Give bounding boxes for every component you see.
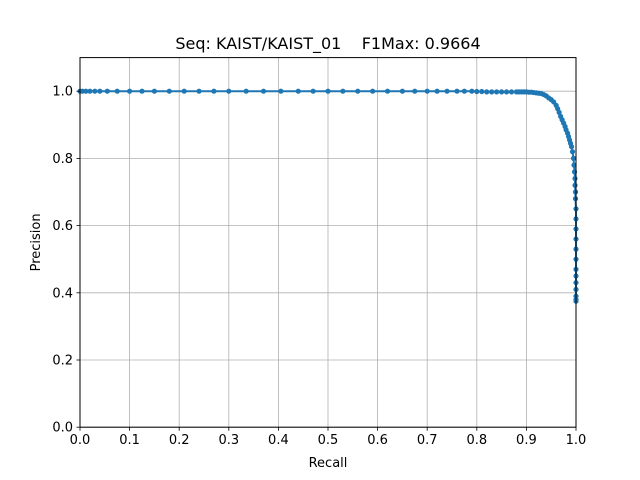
x-tick-label: 0.3 [218, 433, 239, 448]
series-layer [77, 88, 579, 304]
data-point [211, 88, 217, 94]
x-tick-label: 0.1 [119, 433, 140, 448]
x-tick-label: 0.9 [516, 433, 537, 448]
y-tick-label: 0.2 [52, 354, 73, 369]
data-point [474, 88, 480, 95]
data-point [151, 88, 157, 94]
data-point [127, 88, 133, 94]
data-point [295, 88, 301, 94]
data-point [454, 88, 460, 94]
x-tick-label: 0.4 [268, 433, 289, 448]
data-point [444, 88, 450, 94]
data-point [260, 88, 267, 94]
data-point [424, 88, 430, 94]
data-point [570, 155, 577, 161]
data-point [325, 88, 331, 94]
data-point [278, 88, 284, 94]
data-point [181, 88, 187, 94]
y-tick-label: 0.4 [52, 286, 73, 301]
data-point [370, 88, 376, 94]
data-point [83, 88, 89, 94]
y-ticks: 0.0 0.2 0.4 0.6 0.8 1.0 [52, 85, 80, 436]
x-tick-label: 0.8 [466, 433, 487, 448]
data-point [196, 88, 202, 94]
data-point [568, 144, 575, 150]
x-tick-label: 0.2 [169, 433, 190, 448]
data-point [399, 88, 405, 94]
data-point [461, 88, 467, 94]
data-point [355, 88, 361, 94]
data-point [92, 88, 98, 94]
x-ticks: 0.0 0.1 0.2 0.3 0.4 0.5 0.6 0.7 0.8 0.9 1.0 [70, 427, 587, 448]
x-tick-label: 0.5 [318, 433, 339, 448]
x-tick-label: 1.0 [566, 433, 587, 448]
data-point [494, 89, 500, 95]
data-point [556, 109, 562, 115]
data-point [508, 89, 515, 95]
data-point [569, 149, 576, 155]
data-point [114, 88, 120, 94]
y-tick-label: 0.0 [52, 421, 73, 436]
data-point [469, 88, 475, 94]
data-point [479, 88, 485, 95]
chart-title: Seq: KAIST/KAIST_01 F1Max: 0.9664 [175, 34, 480, 54]
y-axis-label: Precision [29, 213, 44, 271]
data-point [434, 88, 440, 94]
x-tick-label: 0.6 [367, 433, 388, 448]
data-point [412, 88, 418, 94]
data-point [503, 89, 510, 95]
data-point [572, 175, 578, 182]
data-point [310, 88, 316, 94]
data-point [484, 89, 490, 95]
data-point [104, 88, 110, 94]
data-point [489, 89, 495, 95]
data-point [340, 88, 346, 94]
data-point [384, 88, 391, 94]
data-point [97, 88, 103, 94]
x-axis-label: Recall [309, 456, 348, 471]
data-point [166, 88, 172, 94]
data-point [243, 88, 249, 94]
y-tick-label: 0.6 [52, 219, 73, 234]
y-tick-label: 1.0 [52, 85, 73, 100]
x-tick-label: 0.7 [417, 433, 438, 448]
data-point [139, 88, 145, 94]
data-point [226, 88, 232, 94]
data-point [499, 89, 505, 95]
data-point [571, 162, 577, 168]
data-point [87, 88, 93, 94]
data-point [572, 182, 578, 188]
x-tick-label: 0.0 [70, 433, 91, 448]
y-tick-label: 0.8 [52, 152, 73, 167]
